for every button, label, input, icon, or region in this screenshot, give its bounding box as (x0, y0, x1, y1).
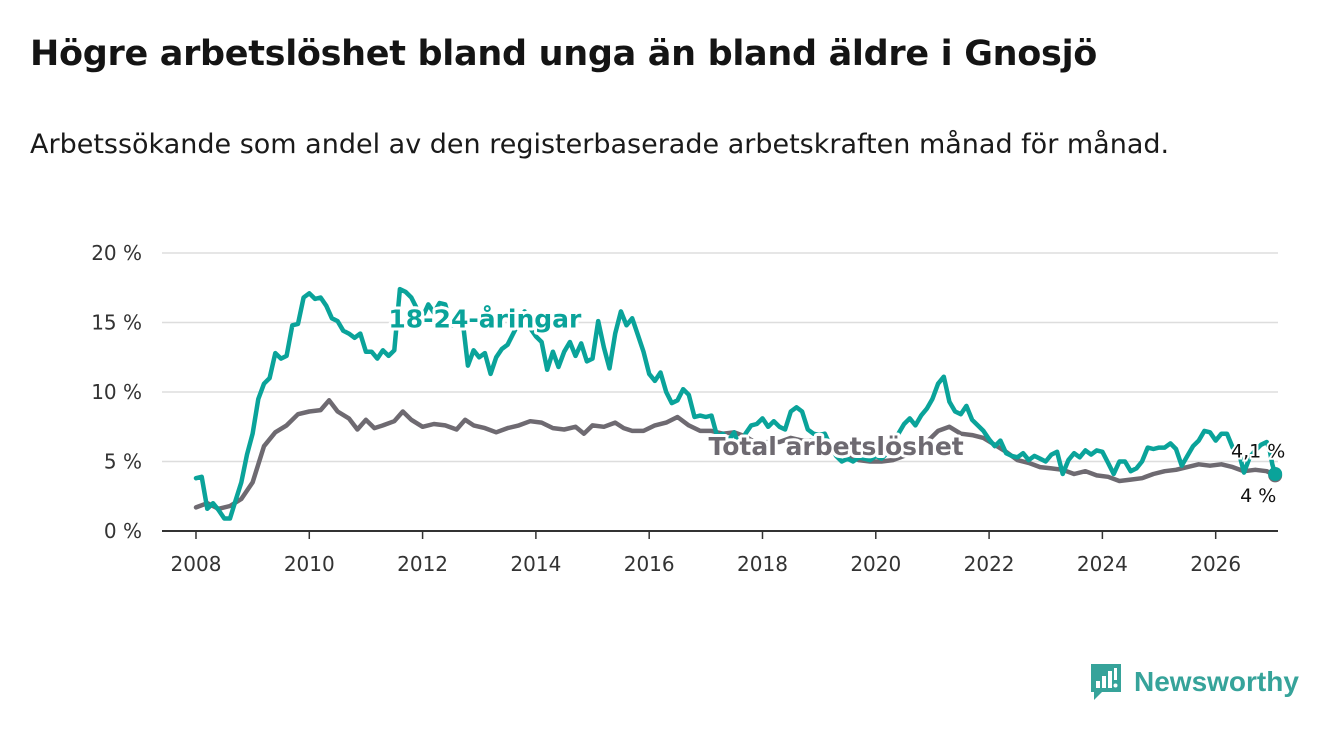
x-tick-label: 2018 (737, 552, 788, 576)
end-label-youth: 4,1 % (1231, 440, 1285, 462)
y-tick-label: 10 % (91, 380, 142, 404)
x-axis: 2008 2010 2012 2014 2016 2018 2020 2022 2024 2026 (162, 530, 1278, 576)
x-tick-label: 2022 (964, 552, 1015, 576)
brand-name: Newsworthy (1134, 666, 1299, 697)
series-labels: 18-24-åringar Total arbetslöshet 4,1 % 4 % (385, 301, 1287, 509)
series-label-total: Total arbetslöshet (709, 432, 964, 461)
gridlines (162, 252, 1278, 463)
y-axis-ticks: 0 % 5 % 10 % 15 % 20 % (91, 241, 142, 543)
series-line-youth (193, 286, 1278, 521)
newsworthy-logo[interactable]: Newsworthy (1088, 662, 1299, 702)
x-tick-label: 2016 (624, 552, 675, 576)
x-tick-label: 2012 (397, 552, 448, 576)
y-tick-label: 0 % (104, 519, 142, 543)
x-tick-label: 2014 (510, 552, 561, 576)
series-lines (193, 286, 1283, 521)
newsworthy-logo-icon (1091, 664, 1121, 700)
x-tick-label: 2020 (850, 552, 901, 576)
chart-title: Högre arbetslöshet bland unga än bland ä… (30, 34, 1098, 74)
chart-subtitle: Arbetssökande som andel av den registerb… (30, 129, 1170, 160)
end-label-total: 4 % (1240, 485, 1276, 507)
series-label-youth: 18-24-åringar (388, 304, 582, 333)
end-marker-youth (1268, 467, 1283, 482)
x-tick-label: 2024 (1077, 552, 1128, 576)
x-tick-label: 2026 (1190, 552, 1241, 576)
y-tick-label: 15 % (91, 311, 142, 335)
x-tick-label: 2010 (284, 552, 335, 576)
y-tick-label: 20 % (91, 241, 142, 265)
x-tick-label: 2008 (171, 552, 222, 576)
y-tick-label: 5 % (104, 450, 142, 474)
